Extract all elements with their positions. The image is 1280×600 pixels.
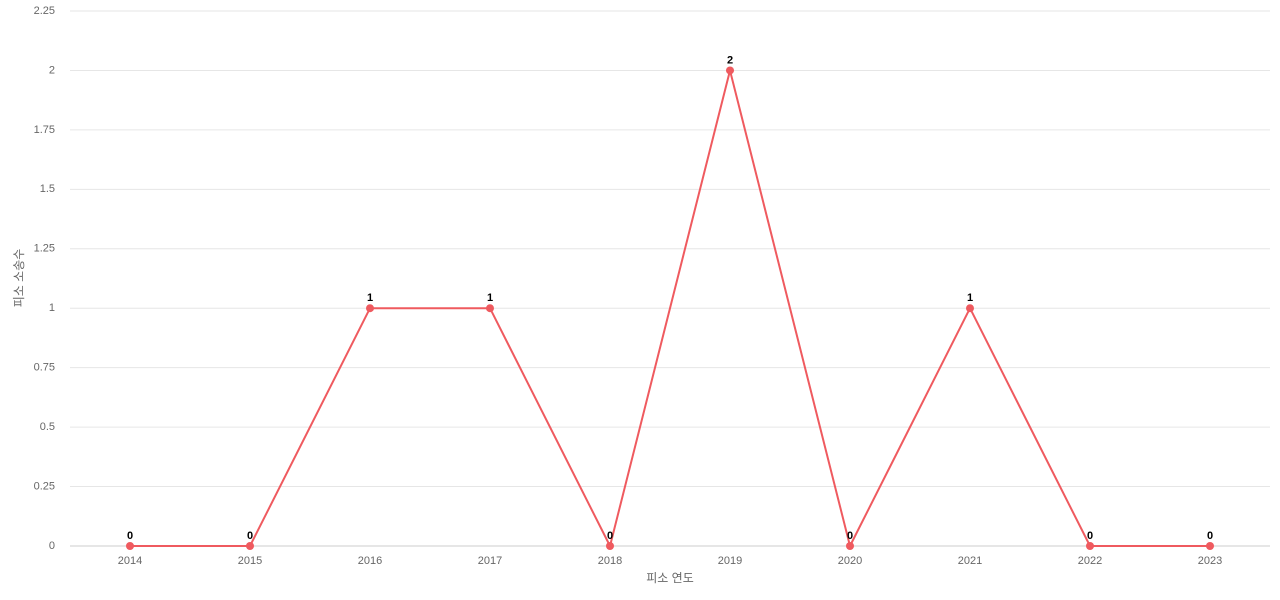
data-label: 1 [967, 292, 973, 304]
data-point [846, 542, 854, 550]
y-tick-label: 0 [49, 540, 55, 552]
y-tick-label: 0.75 [34, 362, 55, 374]
x-axis-title: 피소 연도 [646, 571, 694, 585]
data-point [126, 542, 134, 550]
data-point [486, 304, 494, 313]
series-line [130, 70, 1210, 549]
y-tick-label: 2 [49, 64, 55, 76]
x-tick-label: 2021 [958, 555, 982, 567]
data-point [966, 304, 974, 313]
x-tick-label: 2019 [718, 555, 742, 567]
data-point [1086, 542, 1094, 550]
data-label: 2 [727, 54, 733, 66]
x-tick-label: 2018 [598, 555, 622, 567]
x-tick-label: 2020 [838, 555, 862, 567]
data-label: 0 [607, 530, 613, 542]
y-tick-label: 0.5 [40, 421, 55, 433]
data-point [246, 542, 254, 550]
data-point [726, 66, 734, 75]
y-axis-title: 피소 소송수 [12, 249, 26, 308]
y-tick-label: 1.75 [34, 124, 55, 136]
x-tick-label: 2016 [358, 555, 382, 567]
data-point [606, 542, 614, 550]
x-tick-label: 2017 [478, 555, 502, 567]
x-tick-label: 2015 [238, 555, 262, 567]
y-tick-label: 1 [49, 302, 55, 314]
data-label: 0 [247, 530, 253, 542]
data-label: 0 [847, 530, 853, 542]
x-tick-label: 2023 [1198, 555, 1222, 567]
y-tick-label: 1.25 [34, 243, 55, 255]
data-point [366, 304, 374, 313]
data-label: 0 [127, 530, 133, 542]
data-label: 1 [487, 292, 493, 304]
data-label: 0 [1207, 530, 1213, 542]
data-label: 0 [1087, 530, 1093, 542]
y-tick-label: 0.25 [34, 480, 55, 492]
y-tick-label: 1.5 [40, 183, 55, 195]
data-label: 1 [367, 292, 373, 304]
y-tick-label: 2.25 [34, 5, 55, 17]
x-tick-label: 2014 [118, 555, 142, 567]
data-point [1206, 542, 1214, 550]
x-tick-label: 2022 [1078, 555, 1102, 567]
